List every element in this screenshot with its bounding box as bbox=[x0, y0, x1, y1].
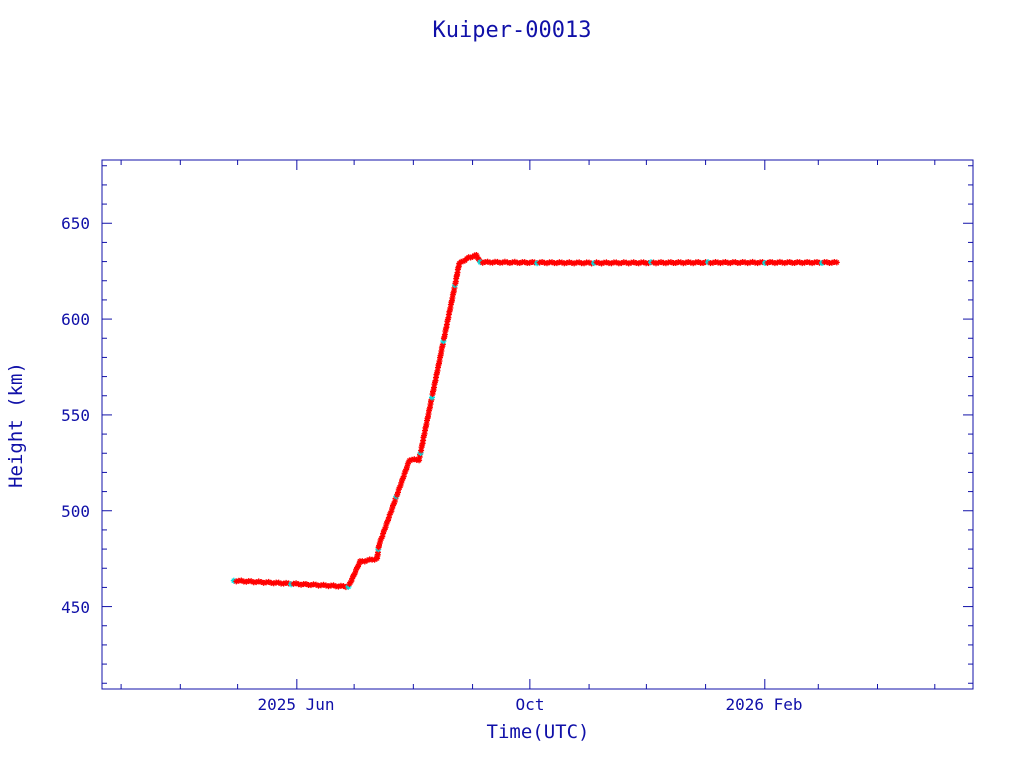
marker-stroke bbox=[522, 259, 528, 265]
data-point bbox=[293, 580, 300, 587]
marker-stroke bbox=[603, 259, 609, 265]
axis-ticks bbox=[102, 160, 973, 689]
y-tick-label: 500 bbox=[61, 502, 90, 521]
marker-stroke bbox=[438, 348, 444, 354]
marker-stroke bbox=[276, 580, 282, 586]
y-tick-label: 450 bbox=[61, 598, 90, 617]
marker-stroke bbox=[750, 259, 756, 265]
data-series bbox=[230, 252, 840, 591]
marker-stroke bbox=[313, 582, 319, 588]
x-tick-label: 2026 Feb bbox=[725, 695, 802, 714]
marker-stroke bbox=[331, 582, 336, 588]
marker-stroke bbox=[440, 341, 446, 347]
data-point bbox=[285, 580, 292, 587]
marker-stroke bbox=[631, 259, 637, 265]
marker-stroke bbox=[426, 411, 431, 417]
marker-stroke bbox=[760, 259, 765, 265]
marker-stroke bbox=[449, 295, 455, 301]
marker-stroke bbox=[495, 259, 500, 265]
data-point bbox=[814, 259, 820, 265]
marker-stroke bbox=[549, 259, 555, 265]
marker-stroke bbox=[485, 259, 491, 265]
marker-stroke bbox=[824, 259, 830, 265]
x-tick-label: Oct bbox=[516, 695, 545, 714]
marker-stroke bbox=[814, 259, 820, 265]
marker-stroke bbox=[451, 288, 457, 294]
data-point bbox=[833, 259, 840, 266]
plot-frame bbox=[101, 159, 974, 690]
marker-stroke bbox=[442, 332, 448, 337]
marker-stroke bbox=[559, 260, 565, 265]
marker-stroke bbox=[695, 259, 701, 265]
marker-stroke bbox=[411, 456, 417, 462]
marker-stroke bbox=[435, 368, 440, 374]
y-tick-label: 650 bbox=[61, 214, 90, 233]
marker-stroke bbox=[576, 259, 582, 265]
x-tick-label: 2025 Jun bbox=[257, 695, 334, 714]
marker-stroke bbox=[447, 305, 453, 311]
data-point bbox=[640, 259, 647, 266]
marker-stroke bbox=[422, 431, 427, 437]
marker-stroke bbox=[641, 259, 647, 265]
data-point bbox=[355, 563, 361, 570]
marker-stroke bbox=[303, 581, 309, 587]
marker-stroke bbox=[651, 260, 656, 265]
marker-stroke bbox=[473, 252, 479, 258]
x-axis-label: Time(UTC) bbox=[487, 721, 590, 743]
marker-stroke bbox=[286, 580, 292, 586]
y-tick-label: 600 bbox=[61, 310, 90, 329]
marker-stroke bbox=[427, 404, 433, 410]
marker-stroke bbox=[238, 578, 244, 583]
marker-stroke bbox=[416, 457, 422, 463]
marker-stroke bbox=[732, 259, 738, 265]
data-point bbox=[526, 259, 533, 266]
data-point bbox=[443, 321, 450, 328]
data-point bbox=[382, 524, 389, 531]
marker-stroke bbox=[769, 259, 775, 265]
series-line bbox=[233, 254, 840, 588]
marker-stroke bbox=[437, 358, 442, 364]
marker-stroke bbox=[512, 259, 518, 265]
marker-stroke bbox=[623, 260, 629, 266]
marker-stroke bbox=[777, 259, 783, 265]
marker-stroke bbox=[293, 580, 299, 586]
marker-stroke bbox=[444, 322, 450, 327]
marker-stroke bbox=[424, 421, 429, 427]
y-axis-label: Height (km) bbox=[5, 362, 27, 488]
marker-stroke bbox=[476, 257, 482, 263]
marker-stroke bbox=[539, 259, 545, 265]
data-point bbox=[823, 259, 830, 266]
y-tick-label: 550 bbox=[61, 406, 90, 425]
marker-stroke bbox=[433, 378, 438, 384]
chart-title: Kuiper-00013 bbox=[433, 18, 592, 43]
marker-stroke bbox=[266, 579, 272, 585]
marker-stroke bbox=[613, 259, 619, 265]
marker-stroke bbox=[834, 259, 840, 265]
marker-stroke bbox=[722, 259, 728, 265]
marker-stroke bbox=[248, 578, 254, 584]
marker-stroke bbox=[668, 259, 674, 265]
marker-stroke bbox=[705, 259, 711, 265]
marker-stroke bbox=[678, 259, 684, 265]
marker-stroke bbox=[340, 583, 346, 589]
data-point bbox=[623, 259, 630, 266]
data-point bbox=[243, 578, 250, 585]
marker-stroke bbox=[787, 259, 793, 265]
marker-stroke bbox=[797, 259, 803, 265]
marker-stroke bbox=[429, 394, 435, 400]
marker-stroke bbox=[586, 260, 592, 266]
marker-stroke bbox=[658, 259, 664, 265]
marker-stroke bbox=[532, 259, 538, 265]
marker-stroke bbox=[431, 385, 437, 390]
data-point bbox=[722, 259, 729, 265]
marker-stroke bbox=[445, 315, 451, 321]
marker-stroke bbox=[258, 579, 264, 585]
marker-stroke bbox=[418, 448, 424, 453]
